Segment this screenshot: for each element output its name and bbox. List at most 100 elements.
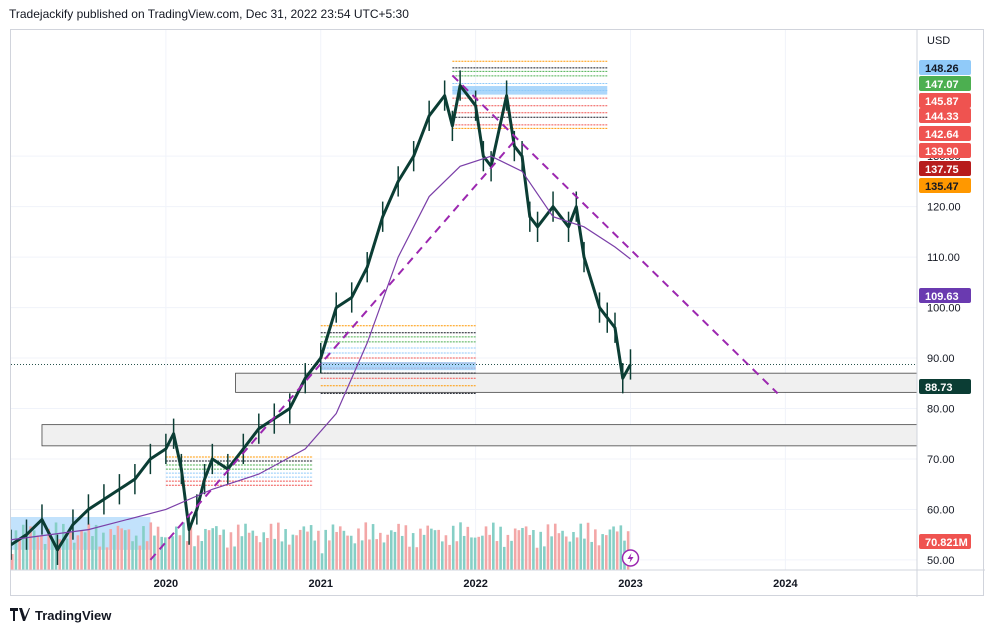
volume-bar: [393, 531, 397, 570]
volume-bar: [200, 541, 204, 570]
volume-bar: [331, 524, 335, 570]
volume-bar: [167, 537, 171, 570]
volume-bar: [87, 523, 91, 570]
volume-bar: [83, 532, 87, 570]
volume-bar: [313, 540, 317, 570]
volume-bar: [615, 531, 619, 570]
volume-bar: [94, 524, 98, 570]
volume-bar: [451, 525, 455, 570]
volume-bar: [102, 532, 105, 570]
volume-bar: [69, 532, 72, 570]
level-zone-blue: [452, 86, 608, 95]
tradingview-footer[interactable]: TradingView: [10, 606, 111, 624]
volume-bar: [419, 528, 422, 570]
volume-bar: [473, 537, 477, 570]
x-axis-tick-label: 2024: [773, 578, 798, 590]
price-chart[interactable]: 2020 2021 2022 2023 2024 USD 50.00 60.00 70.00 80…: [11, 30, 985, 597]
price-label-text: 137.75: [925, 164, 959, 176]
price-axis-label: 145.87: [919, 93, 971, 108]
volume-bar: [484, 526, 488, 570]
volume-bar: [40, 535, 43, 570]
volume-bar: [532, 530, 535, 570]
tradingview-brand: TradingView: [35, 607, 112, 623]
volume-bar: [320, 553, 324, 570]
currency-label: USD: [927, 35, 950, 47]
tradingview-logo-icon: [10, 608, 30, 621]
volume-bar: [488, 534, 491, 570]
volume-bar: [189, 526, 193, 570]
volume-bar: [127, 529, 131, 570]
volume-bar: [422, 534, 426, 570]
volume-bar: [116, 525, 120, 570]
volume-bar: [211, 528, 215, 570]
volume-bar: [528, 534, 532, 570]
volume-bar: [291, 534, 295, 570]
volume-bar: [29, 526, 32, 570]
volume-bar: [164, 537, 167, 570]
y-axis-tick-label: 110.00: [927, 252, 960, 264]
volume-bar: [371, 524, 375, 570]
volume-bar: [550, 536, 553, 570]
volume-bar: [543, 546, 546, 570]
volume-bar: [608, 529, 612, 570]
volume-bar: [11, 554, 14, 570]
volume-bar: [207, 530, 211, 570]
volume-bar: [36, 535, 40, 570]
volume-bar: [568, 541, 572, 570]
volume-bar: [233, 546, 236, 570]
volume-bar: [80, 530, 83, 570]
volume-bar: [433, 530, 437, 570]
price-label-bg: [919, 534, 971, 549]
volume-bar: [196, 535, 200, 570]
volume-bar: [415, 547, 419, 570]
volume-bar: [386, 534, 389, 570]
volume-bars: [11, 522, 630, 570]
price-label-text: 147.07: [925, 79, 959, 91]
volume-bar: [25, 531, 29, 570]
volume-bar: [521, 527, 524, 570]
volume-bar: [404, 525, 408, 570]
volume-bar: [364, 522, 368, 570]
volume-bar: [156, 526, 160, 570]
volume-bar: [583, 538, 586, 570]
x-axis-tick-label: 2023: [618, 578, 642, 590]
price-label-text: 70.821M: [925, 537, 968, 549]
volume-bar: [499, 526, 502, 570]
volume-bar: [444, 535, 448, 570]
y-axis-tick-label: 100.00: [927, 303, 961, 315]
volume-bar: [375, 539, 379, 570]
volume-bar: [575, 537, 579, 570]
moving-average-line: [11, 155, 631, 541]
volume-bar: [517, 530, 521, 570]
volume-bar: [182, 522, 185, 570]
volume-bar: [138, 545, 142, 570]
volume-bar: [149, 522, 153, 570]
price-zone-box: [235, 372, 918, 393]
trendline-dashed: [451, 74, 779, 395]
volume-bar: [142, 526, 145, 570]
volume-bar: [76, 535, 80, 570]
volume-bar: [342, 530, 346, 570]
volume-bar: [492, 522, 495, 570]
volume-bar: [437, 529, 440, 570]
price-label-bg: [919, 161, 971, 176]
volume-bar: [510, 540, 513, 570]
price-label-bg: [919, 126, 971, 141]
volume-bar: [306, 531, 309, 570]
price-axis-label: 109.63: [919, 288, 971, 303]
chart-panel[interactable]: 2020 2021 2022 2023 2024 USD 50.00 60.00 70.00 80…: [10, 29, 985, 597]
volume-bar: [353, 543, 357, 570]
price-label-bg: [919, 93, 971, 108]
volume-bar: [557, 533, 561, 570]
volume-bar: [251, 530, 255, 570]
volume-bar: [178, 535, 182, 570]
volume-bar: [134, 535, 138, 570]
volume-bar: [612, 526, 615, 570]
volume-bar: [481, 535, 484, 570]
price-label-text: 139.90: [925, 146, 959, 158]
price-label-text: 135.47: [925, 181, 959, 193]
volume-bar: [477, 536, 481, 570]
volume-bar: [247, 532, 251, 570]
volume-bar: [109, 529, 112, 570]
volume-bar: [240, 536, 244, 570]
